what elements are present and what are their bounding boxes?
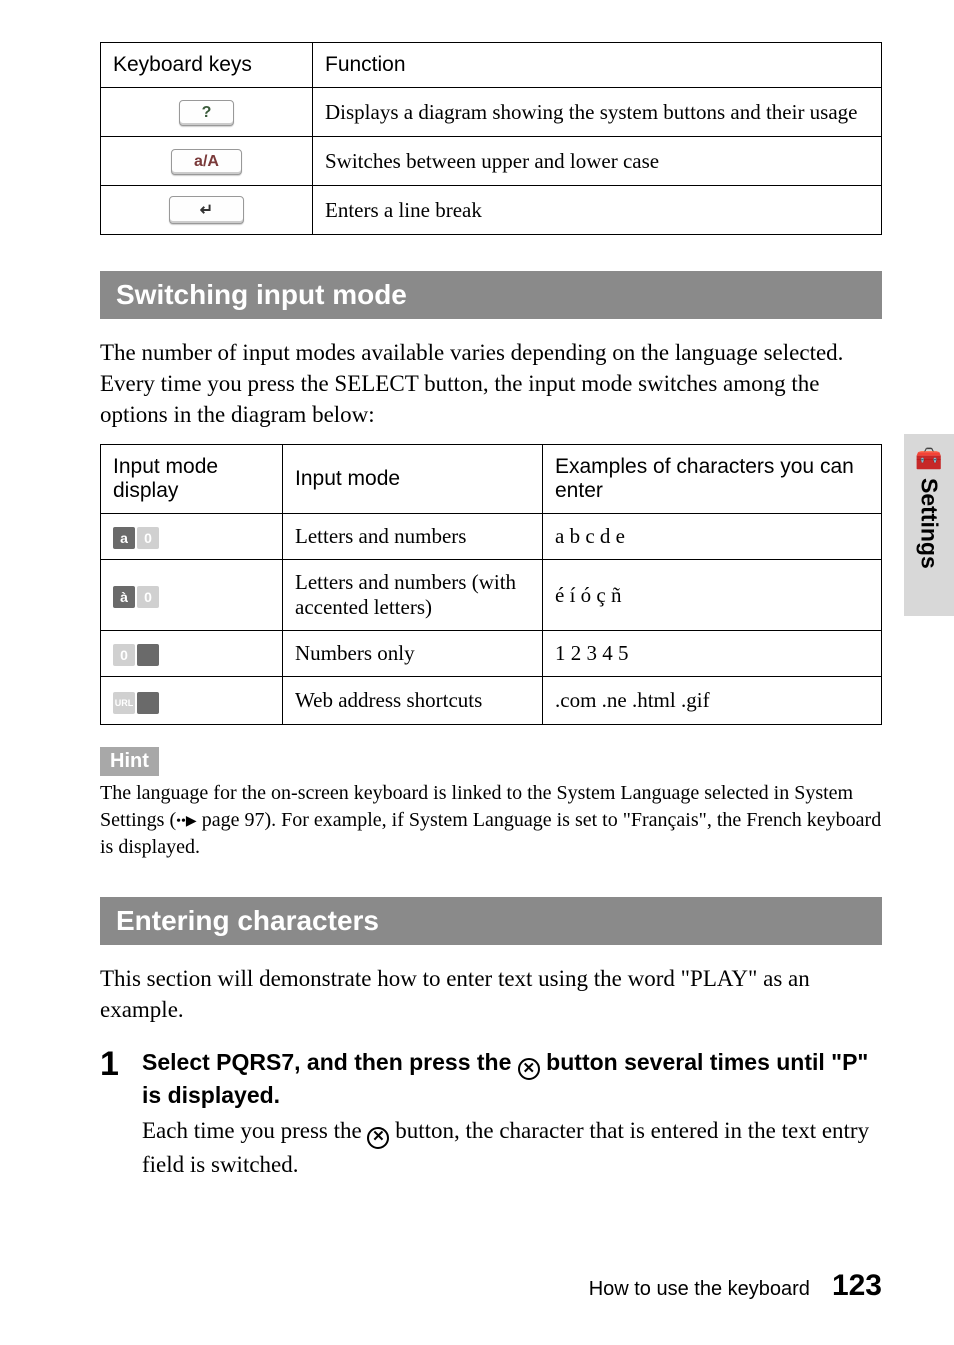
- step-number: 1: [100, 1047, 120, 1179]
- enter-key-icon: ↵: [169, 196, 244, 224]
- table-row: URL Web address shortcuts .com .ne .html…: [101, 677, 882, 725]
- hint-page-ref: page 97: [202, 809, 265, 831]
- mode-icon-letters: a 0: [113, 527, 159, 549]
- table1-header-keys: Keyboard keys: [101, 43, 313, 88]
- mode-box-right: [137, 644, 159, 666]
- side-tab-settings: 🧰 Settings: [904, 434, 954, 616]
- step-desc-before: Each time you press the: [142, 1118, 367, 1143]
- table1-cell-function: Displays a diagram showing the system bu…: [313, 88, 882, 137]
- table2-header-display: Input mode display: [101, 445, 283, 514]
- mode-icon-url: URL: [113, 692, 159, 714]
- mode-box-right: [137, 692, 159, 714]
- table2-cell-mode: Letters and numbers (with accented lette…: [283, 560, 543, 631]
- step-title: Select PQRS7, and then press the ✕ butto…: [142, 1047, 882, 1111]
- table2-header-examples: Examples of characters you can enter: [543, 445, 882, 514]
- table2-cell-examples: a b c d e: [543, 514, 882, 560]
- x-button-icon: ✕: [518, 1058, 540, 1080]
- toolbox-icon: 🧰: [915, 446, 942, 472]
- help-key-icon: ?: [179, 100, 235, 126]
- mode-icon-numbers: 0: [113, 644, 159, 666]
- hint-text: The language for the on-screen keyboard …: [100, 780, 882, 861]
- mode-box-left: a: [113, 527, 135, 549]
- table-row: a/A Switches between upper and lower cas…: [101, 137, 882, 186]
- table1-cell-function: Switches between upper and lower case: [313, 137, 882, 186]
- hint-label: Hint: [100, 747, 159, 776]
- table2-header-mode: Input mode: [283, 445, 543, 514]
- table2-cell-mode: Web address shortcuts: [283, 677, 543, 725]
- case-key-icon: a/A: [171, 149, 242, 175]
- table2-cell-mode: Numbers only: [283, 631, 543, 677]
- page-footer: How to use the keyboard 123: [589, 1269, 882, 1303]
- section-header-switching: Switching input mode: [100, 271, 882, 319]
- section2-body: This section will demonstrate how to ent…: [100, 963, 882, 1025]
- side-tab-label: Settings: [916, 478, 943, 569]
- table1-cell-function: Enters a line break: [313, 186, 882, 235]
- page-number: 123: [832, 1269, 882, 1303]
- footer-text: How to use the keyboard: [589, 1278, 810, 1301]
- mode-box-right: 0: [137, 586, 159, 608]
- table1-header-function: Function: [313, 43, 882, 88]
- page-ref-arrow-icon: ••▶: [176, 814, 197, 829]
- input-mode-table: Input mode display Input mode Examples o…: [100, 444, 882, 725]
- section1-body: The number of input modes available vari…: [100, 337, 882, 430]
- table-row: 0 Numbers only 1 2 3 4 5: [101, 631, 882, 677]
- keyboard-keys-table: Keyboard keys Function ? Displays a diag…: [100, 42, 882, 235]
- table2-cell-examples: é í ó ç ñ: [543, 560, 882, 631]
- table-row: a 0 Letters and numbers a b c d e: [101, 514, 882, 560]
- section-header-entering: Entering characters: [100, 897, 882, 945]
- mode-box-right: 0: [137, 527, 159, 549]
- step-title-before: Select PQRS7, and then press the: [142, 1049, 518, 1075]
- mode-box-left: 0: [113, 644, 135, 666]
- table-row: ↵ Enters a line break: [101, 186, 882, 235]
- step-desc: Each time you press the ✕ button, the ch…: [142, 1115, 882, 1179]
- table-row: à 0 Letters and numbers (with accented l…: [101, 560, 882, 631]
- table2-cell-examples: 1 2 3 4 5: [543, 631, 882, 677]
- mode-box-left: URL: [113, 692, 135, 714]
- mode-icon-accented: à 0: [113, 586, 159, 608]
- table-row: ? Displays a diagram showing the system …: [101, 88, 882, 137]
- step-1: 1 Select PQRS7, and then press the ✕ but…: [100, 1047, 882, 1179]
- mode-box-left: à: [113, 586, 135, 608]
- table2-cell-examples: .com .ne .html .gif: [543, 677, 882, 725]
- table2-cell-mode: Letters and numbers: [283, 514, 543, 560]
- x-button-icon: ✕: [367, 1127, 389, 1149]
